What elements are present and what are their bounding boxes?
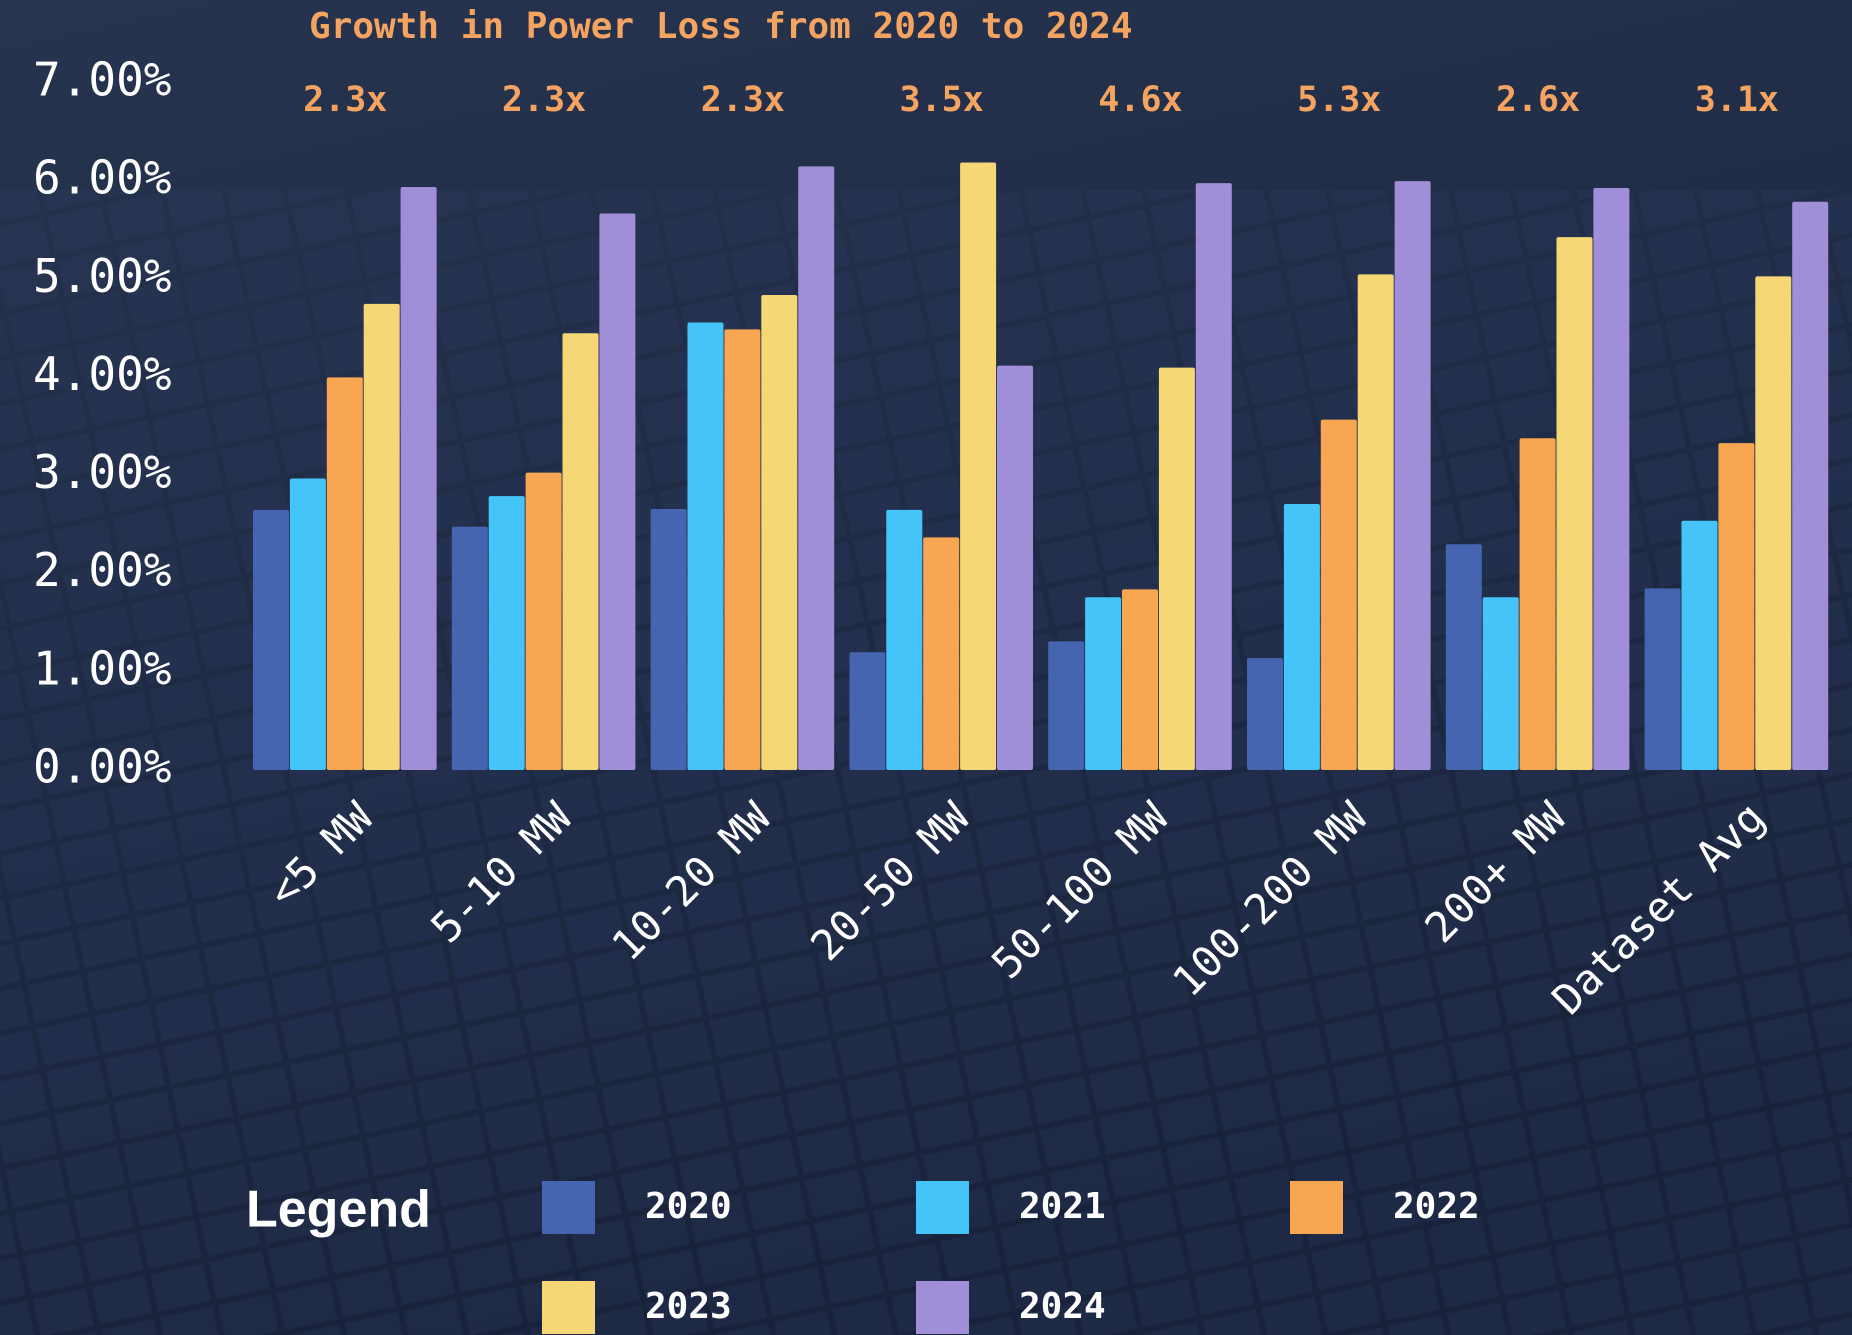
- y-tick-label: 3.00%: [33, 445, 171, 499]
- chart: Growth in Power Loss from 2020 to 2024 L…: [0, 0, 1852, 1335]
- bar: [1593, 188, 1629, 770]
- legend-label: 2021: [1019, 1186, 1106, 1227]
- bar: [1122, 589, 1158, 770]
- bar: [1446, 544, 1482, 770]
- bar: [651, 509, 687, 770]
- bar: [1247, 658, 1283, 770]
- bar: [1395, 181, 1431, 770]
- bar: [1682, 521, 1718, 770]
- bar: [489, 496, 525, 770]
- growth-annotation: 5.3x: [1297, 80, 1381, 120]
- bar: [1483, 597, 1519, 770]
- legend-swatch: [542, 1281, 595, 1334]
- bar: [563, 333, 599, 770]
- bar: [1645, 588, 1681, 770]
- bar: [1321, 420, 1357, 770]
- bar: [290, 479, 326, 770]
- bar: [886, 510, 922, 770]
- bar: [1520, 438, 1556, 770]
- bar: [997, 366, 1033, 770]
- legend-swatch: [916, 1281, 969, 1334]
- y-tick-label: 1.00%: [33, 641, 171, 695]
- bar: [253, 510, 289, 770]
- bar: [1284, 504, 1320, 770]
- bar: [364, 304, 400, 770]
- growth-annotation: 3.1x: [1695, 80, 1779, 120]
- growth-annotation: 4.6x: [1098, 80, 1182, 120]
- bar: [798, 166, 834, 770]
- bar: [688, 322, 724, 770]
- bar: [327, 377, 363, 770]
- y-tick-label: 0.00%: [33, 740, 171, 794]
- bar: [1048, 641, 1084, 770]
- bar: [1159, 368, 1195, 770]
- legend-swatch: [542, 1181, 595, 1234]
- bar: [401, 187, 437, 770]
- y-tick-label: 2.00%: [33, 543, 171, 597]
- bar: [1358, 274, 1394, 770]
- bar: [849, 652, 885, 770]
- growth-annotation: 2.3x: [701, 80, 785, 120]
- chart-title: Growth in Power Loss from 2020 to 2024: [309, 6, 1133, 47]
- bar: [1792, 202, 1828, 770]
- legend-swatch: [1290, 1181, 1343, 1234]
- legend-label: 2024: [1019, 1286, 1106, 1327]
- bar: [761, 295, 797, 770]
- bar: [526, 473, 562, 770]
- y-tick-label: 7.00%: [33, 53, 171, 107]
- y-tick-label: 4.00%: [33, 347, 171, 401]
- bar: [452, 527, 488, 770]
- bar: [1085, 597, 1121, 770]
- growth-annotation: 2.6x: [1496, 80, 1580, 120]
- y-tick-label: 5.00%: [33, 249, 171, 303]
- bar: [923, 537, 959, 770]
- growth-annotation: 3.5x: [900, 80, 984, 120]
- legend-title: Legend: [246, 1181, 431, 1239]
- bar: [960, 162, 996, 770]
- bar: [599, 214, 635, 770]
- bar: [1196, 183, 1232, 770]
- bar: [1557, 237, 1593, 770]
- bar: [724, 329, 760, 770]
- y-tick-label: 6.00%: [33, 151, 171, 205]
- legend-label: 2020: [645, 1186, 732, 1227]
- growth-annotation: 2.3x: [502, 80, 586, 120]
- growth-annotation: 2.3x: [303, 80, 387, 120]
- bar: [1755, 276, 1791, 770]
- legend-label: 2023: [645, 1286, 732, 1327]
- legend-swatch: [916, 1181, 969, 1234]
- legend-label: 2022: [1393, 1186, 1480, 1227]
- bar: [1718, 443, 1754, 770]
